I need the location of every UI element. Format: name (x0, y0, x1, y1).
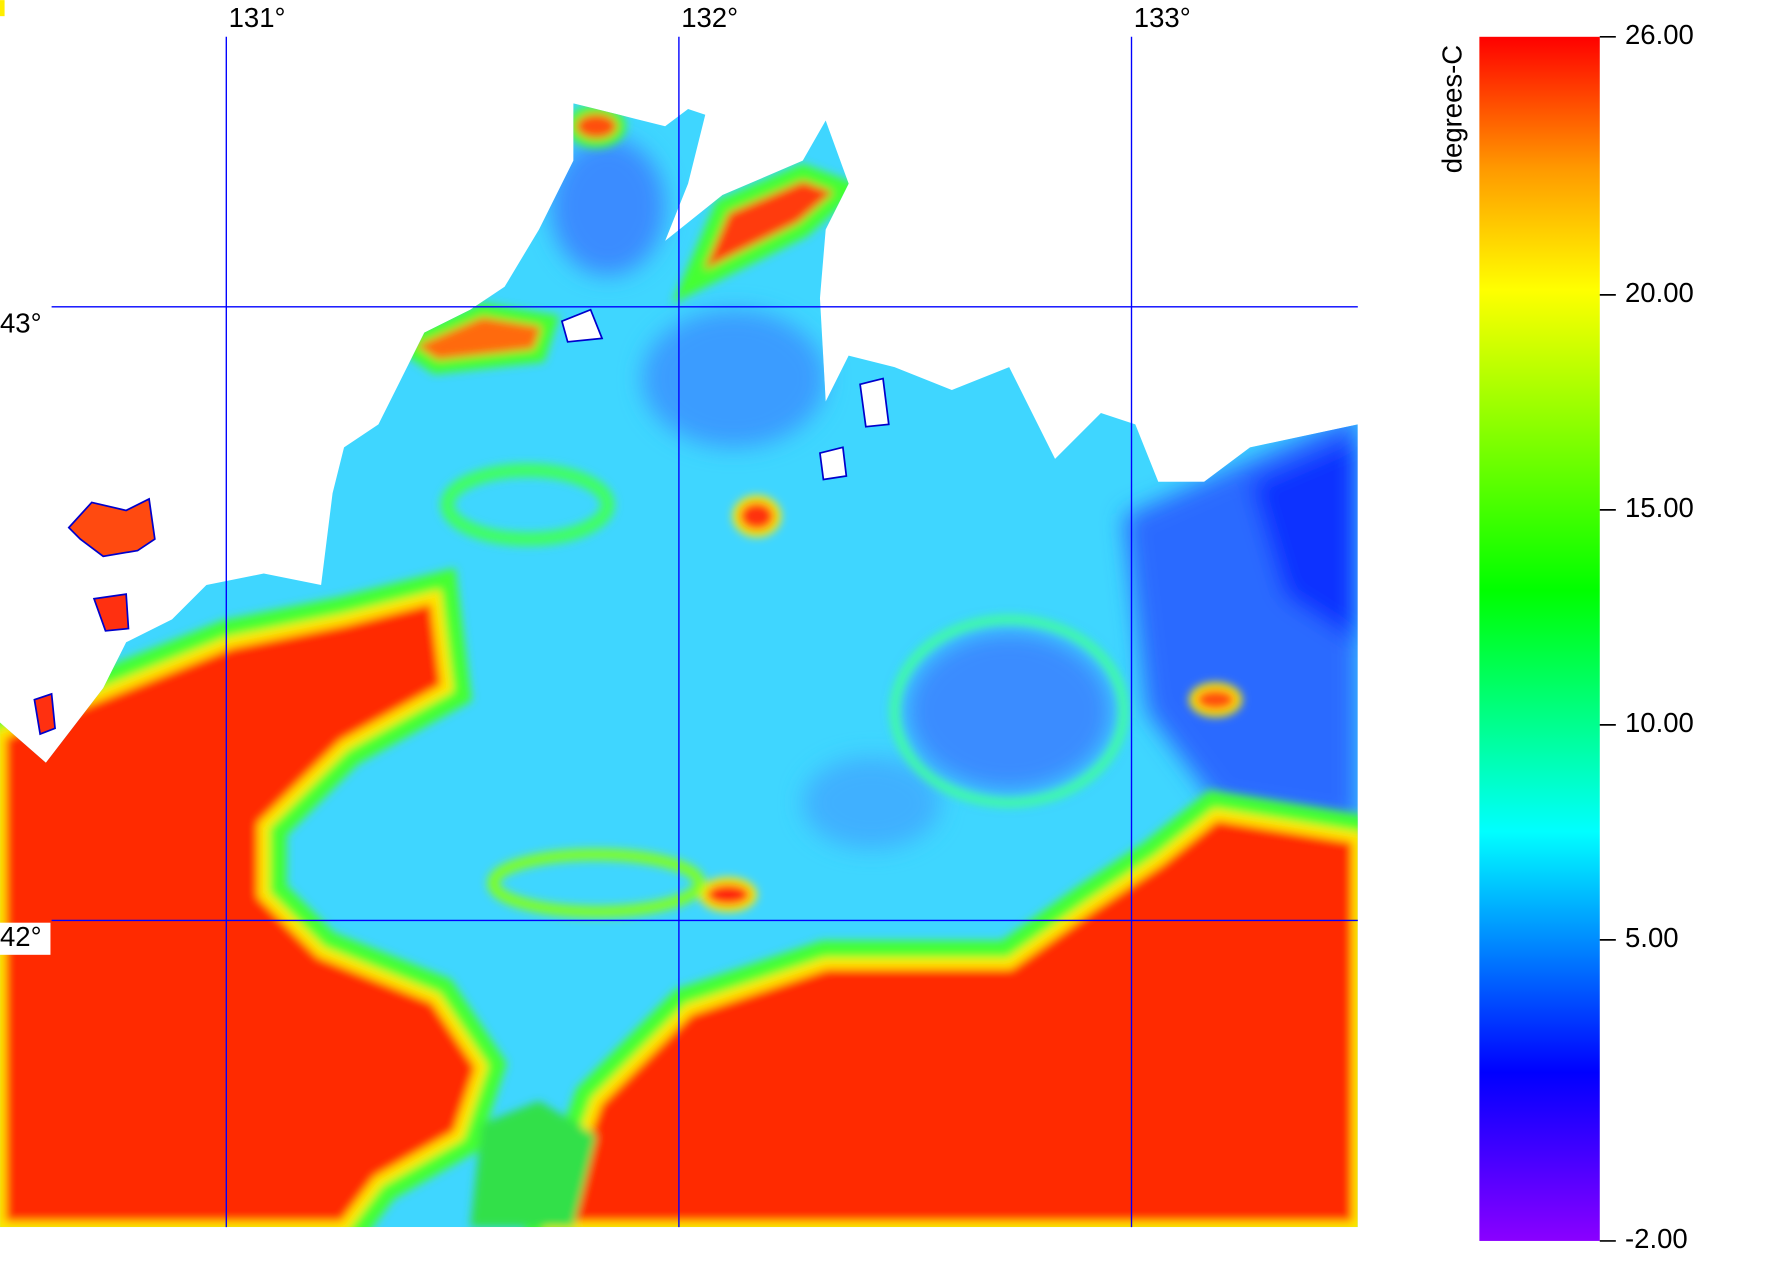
x-tick-label: 131° (229, 2, 286, 33)
colorbar-tick-label: 20.00 (1625, 277, 1694, 308)
colorbar-tick-label: 10.00 (1625, 707, 1694, 738)
grid (51, 36, 1358, 1228)
y-tick-label: 43° (0, 307, 42, 338)
colorbar-tick-label: 26.00 (1625, 19, 1694, 50)
colorbar (1479, 36, 1600, 1241)
colorbar-tick-label: 15.00 (1625, 492, 1694, 523)
y-label-box (0, 922, 51, 955)
corner-mark (0, 0, 5, 17)
y-label-box (0, 309, 51, 342)
y-tick-label: 42° (0, 921, 42, 952)
x-tick-label: 132° (681, 2, 738, 33)
colorbar-tick-label: 5.00 (1625, 922, 1679, 953)
colorbar-label: degrees-C (1436, 45, 1467, 173)
colorbar-tick-label: -2.00 (1625, 1223, 1688, 1254)
x-tick-label: 133° (1134, 2, 1191, 33)
islands (33, 308, 890, 736)
